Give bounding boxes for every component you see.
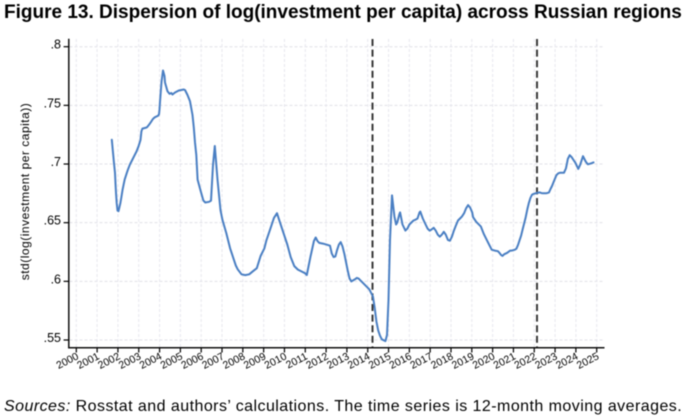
svg-text:.65: .65 <box>44 214 61 228</box>
svg-text:std(log(investment per capita): std(log(investment per capita)) <box>18 103 32 281</box>
svg-text:.6: .6 <box>51 272 61 286</box>
svg-text:.8: .8 <box>51 38 61 52</box>
svg-text:2025: 2025 <box>575 350 601 371</box>
svg-text:.75: .75 <box>44 96 61 110</box>
svg-text:.55: .55 <box>44 331 61 345</box>
svg-text:.7: .7 <box>51 155 61 169</box>
